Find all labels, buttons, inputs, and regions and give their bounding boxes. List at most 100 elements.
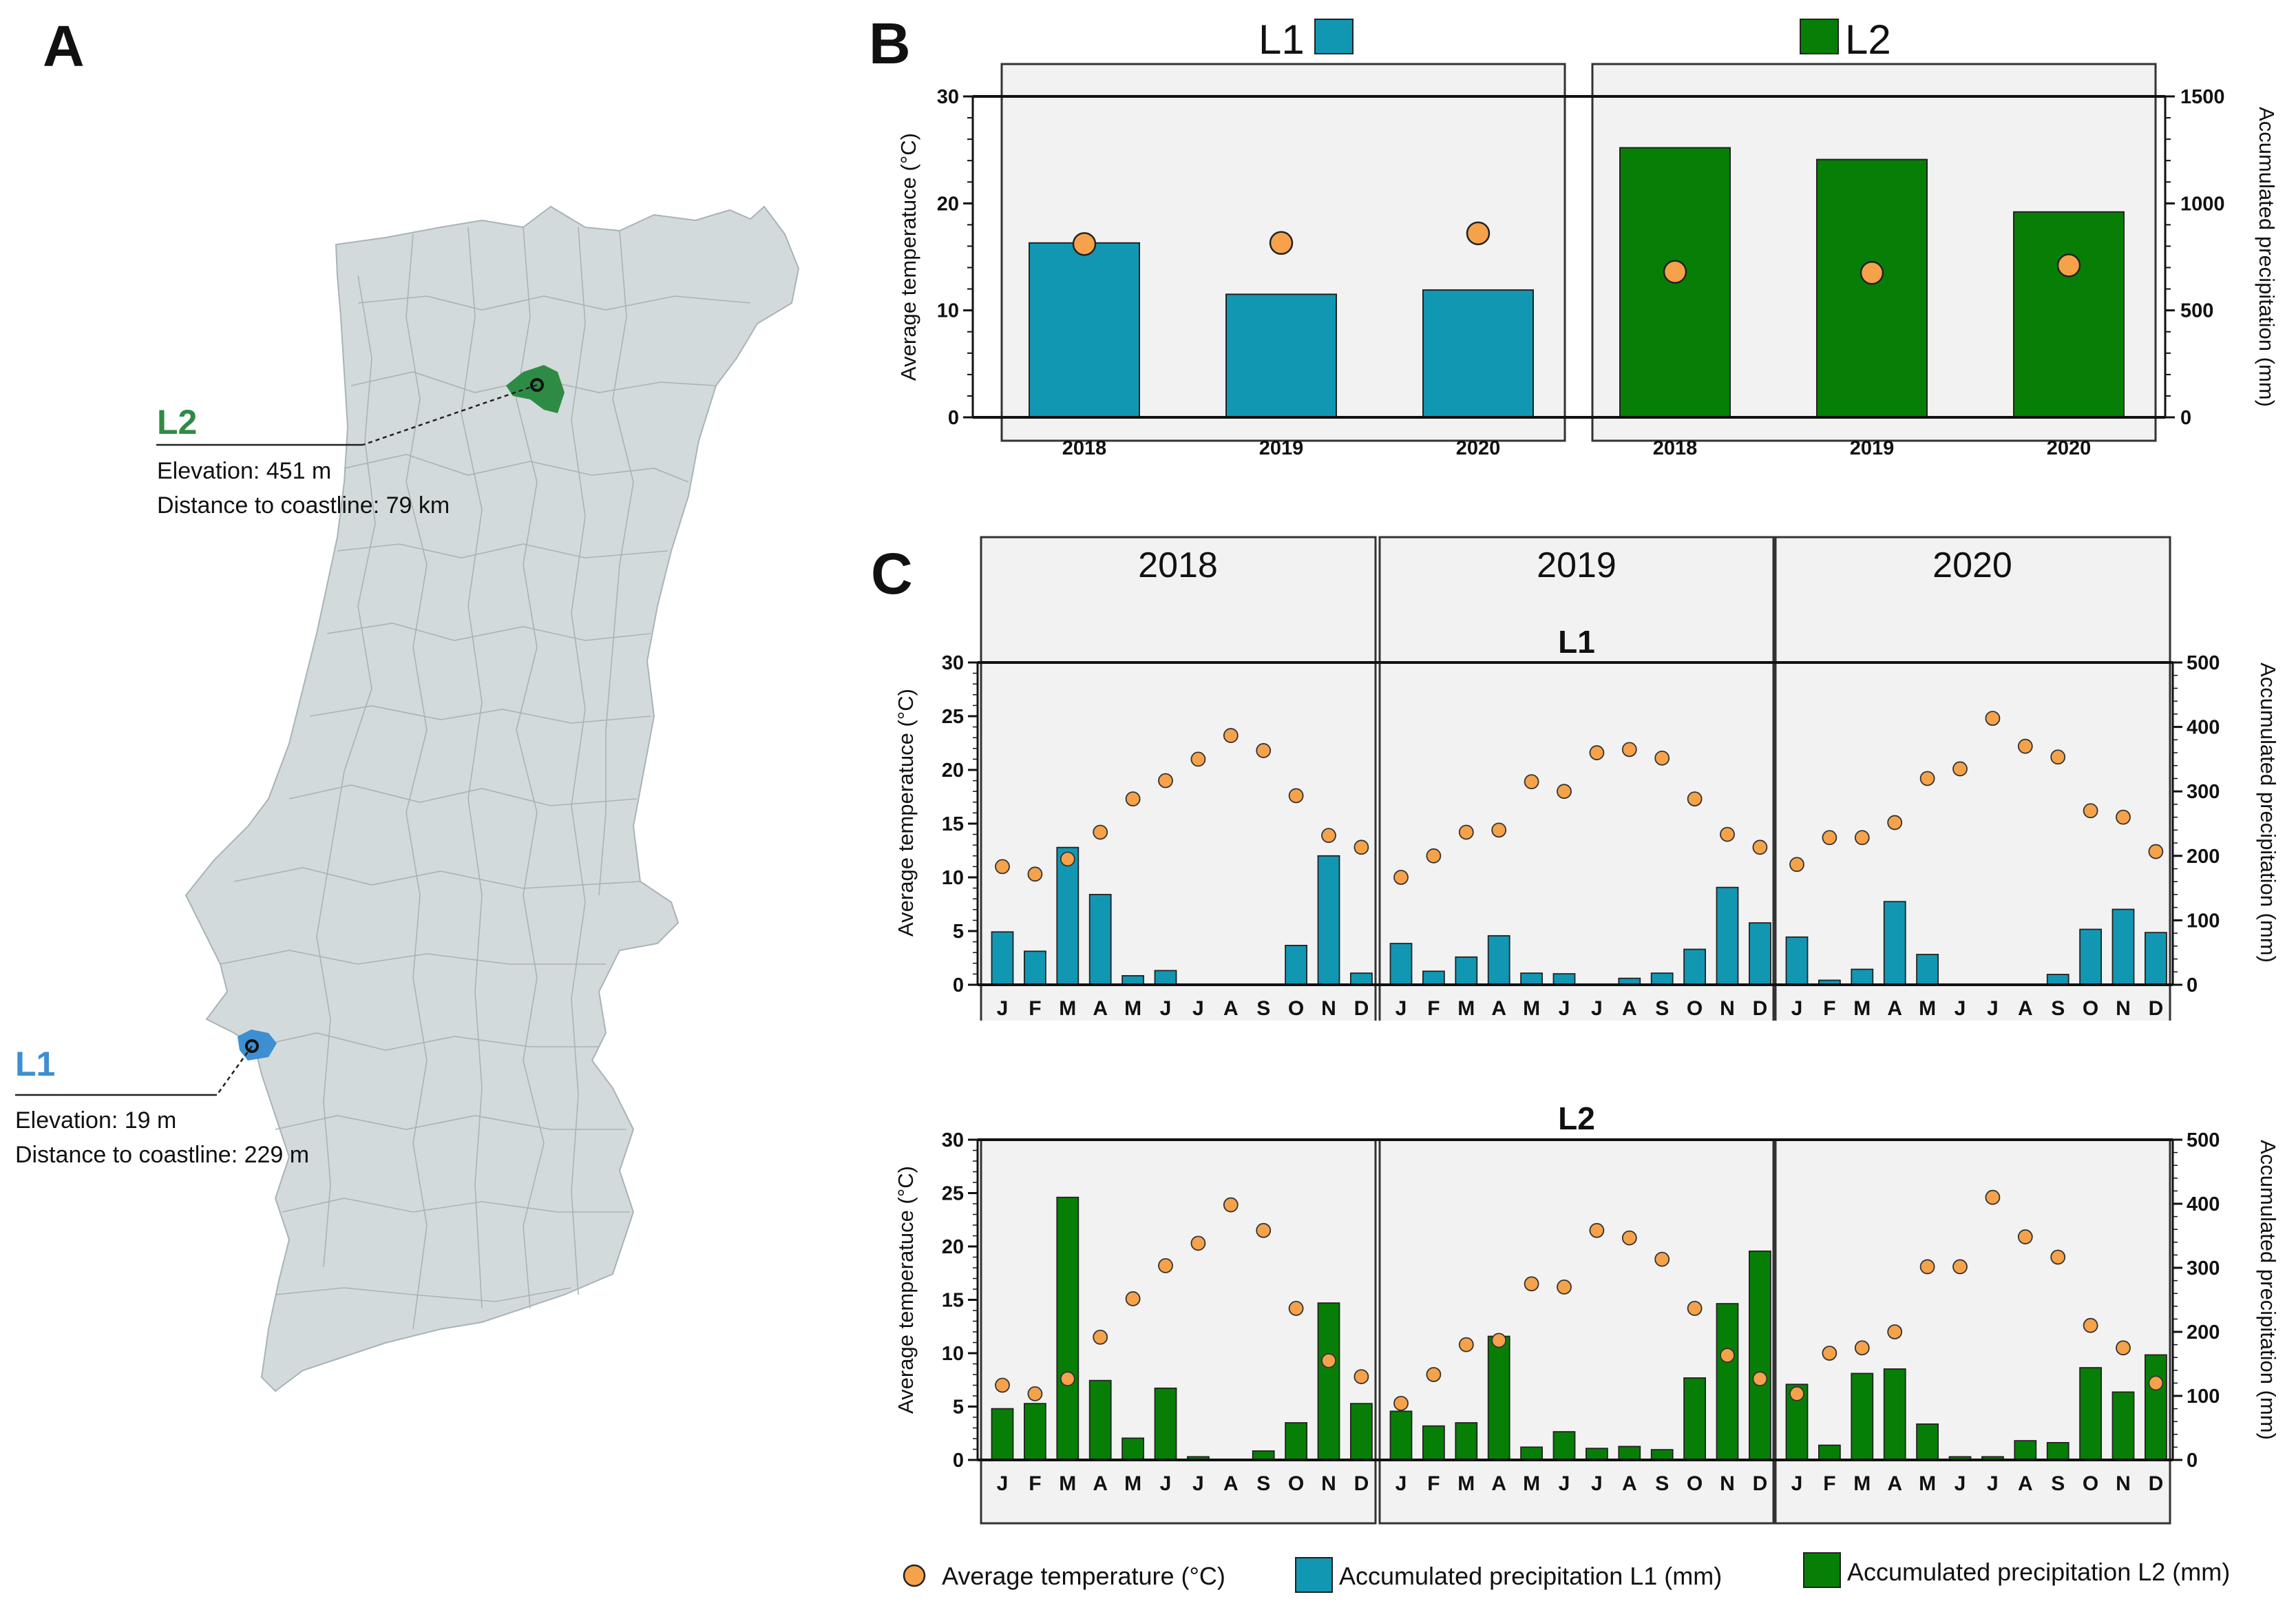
bar-l1-2018-m4 [1088,894,1112,985]
month-label-l1-2018-m5: M [1124,997,1141,1020]
month-label-l1-2019-m2: F [1427,997,1440,1020]
temp-point-l2-2019 [1860,261,1884,285]
month-label-l1-2018-m9: S [1256,997,1270,1020]
l2-map-label: L2 [157,403,197,441]
month-label-l1-2019-m8: A [1622,997,1637,1020]
bar-l1-2018-m1 [991,931,1014,985]
temp-point-l1-2018-m1 [995,859,1010,875]
bar-l1-2019-m1 [1389,943,1413,985]
bar-l2-2019-m7 [1585,1448,1608,1461]
month-label-l2-2018-m7: J [1192,1472,1204,1495]
temp-point-l1-2020-m11 [2116,809,2131,825]
bar-l2-2019-m9 [1650,1449,1674,1461]
panel-b-l1-swatch [1314,19,1354,54]
c-l2-left-tick-label-5: 5 [953,1397,964,1419]
temp-point-l2-2019-m6 [1557,1280,1572,1295]
month-label-l1-2018-m11: N [1321,997,1336,1020]
temp-point-l1-2020-m1 [1789,857,1804,873]
bar-l2-2019-m3 [1455,1422,1478,1461]
month-label-l2-2019-m11: N [1720,1472,1735,1495]
month-label-l2-2018-m3: M [1059,1472,1076,1495]
bar-l2-2018-m11 [1317,1302,1340,1461]
temp-point-l2-2018-m7 [1190,1235,1206,1251]
temp-point-l1-2020-m4 [1887,815,1903,831]
month-label-l2-2020-m12: D [2149,1472,2164,1495]
l1-distance: Distance to coastline: 229 m [15,1142,309,1168]
bar-l1-2018-m11 [1317,855,1340,985]
legend-l2-label: Accumulated precipitation L2 (mm) [1847,1558,2230,1586]
temp-point-l2-2018-m8 [1223,1197,1239,1213]
panel-b-ylabel-left: Average temperatuce (°C) [896,133,920,381]
bar-l2-2019-m12 [1748,1250,1771,1461]
temp-point-l1-2019-m3 [1458,824,1474,840]
month-label-l2-2020-m6: J [1955,1472,1966,1495]
month-label-l1-2020-m4: A [1887,997,1902,1020]
bar-l2-2018-m6 [1154,1387,1177,1461]
month-label-l2-2018-m10: O [1288,1472,1304,1495]
temp-point-l2-2020-m5 [1919,1259,1935,1275]
panel-label-c: C [871,541,913,606]
c-l2-left-tick-label-25: 25 [942,1183,964,1205]
x-tick-l2-2019: 2019 [1850,437,1895,459]
c-l1-right-tick-label-500: 500 [2187,652,2220,674]
month-label-l1-2020-m9: S [2051,997,2065,1020]
b-right-tick-label-500: 500 [2180,300,2213,322]
c-l1-left-tick-label-25: 25 [942,706,964,728]
bar-l2-2018-m2 [1024,1403,1046,1461]
temp-point-l2-2018-m12 [1354,1369,1369,1384]
temp-point-l1-2019-m6 [1557,784,1572,800]
temp-point-l2-2020-m3 [1854,1340,1870,1356]
temp-point-l2-2018-m2 [1027,1386,1043,1401]
month-label-l1-2018-m8: A [1223,997,1239,1020]
bar-l1-2020-m1 [1785,936,1809,985]
bar-l1-2019-m11 [1716,886,1739,985]
b-left-tick-label-0: 0 [948,407,959,429]
temp-point-l1-2018-m5 [1125,791,1141,807]
bar-l1-2018-m6 [1154,970,1177,985]
bar-l2-2020-m3 [1851,1372,1874,1461]
bar-l1-2020-m3 [1851,968,1874,985]
bar-l2-2020-m2 [1818,1444,1841,1461]
month-label-l2-2020-m11: N [2116,1472,2131,1495]
temp-point-l2-2020-m8 [2017,1229,2033,1244]
temp-point-l2-2018-m3 [1060,1371,1075,1387]
x-tick-l2-2020: 2020 [2047,437,2092,459]
temp-point-l2-2020-m7 [1985,1189,2001,1205]
month-label-l2-2020-m5: M [1919,1472,1936,1495]
panel-b-l1-header: L1 [1258,17,1305,63]
temp-point-l2-2020-m4 [1887,1324,1903,1339]
c-l1-left-tick-label-5: 5 [953,921,964,943]
month-label-l2-2018-m8: A [1223,1472,1239,1495]
month-label-l2-2020-m10: O [2083,1472,2098,1495]
c-l1-right-tick-label-400: 400 [2187,717,2220,739]
temp-point-l1-2020-m5 [1919,771,1935,786]
panel-c-year-2019: 2019 [1537,545,1616,585]
bar-l2-2019-m2 [1422,1425,1445,1461]
temp-point-l2-2018-m1 [995,1377,1010,1393]
month-label-l2-2020-m7: J [1987,1472,1999,1495]
month-label-l1-2020-m12: D [2149,997,2164,1020]
month-label-l2-2020-m1: J [1791,1472,1803,1495]
c-l1-right-tick-label-0: 0 [2187,974,2198,996]
month-label-l2-2019-m3: M [1457,1472,1475,1495]
temp-point-l2-2020-m11 [2116,1340,2131,1356]
x-tick-l2-2018: 2018 [1653,437,1698,459]
panel-label-a: A [43,14,85,79]
bar-l2-2018-m1 [991,1408,1014,1461]
c-l1-left-tick-label-15: 15 [942,813,964,835]
month-label-l2-2019-m12: D [1753,1472,1768,1495]
month-label-l2-2019-m7: J [1591,1472,1603,1495]
b-left-tick-label-30: 30 [937,86,959,108]
c-l1-left-tick-label-30: 30 [942,652,964,674]
temp-point-l1-2020-m9 [2050,749,2066,765]
temp-point-l1-2018-m12 [1354,839,1369,855]
l1-marker [245,1039,259,1053]
temp-point-l2-2019-m2 [1426,1367,1442,1382]
temp-point-l1-2019-m2 [1426,848,1442,864]
month-label-l2-2019-m6: J [1559,1472,1570,1495]
c-l2-left-tick-label-20: 20 [942,1236,964,1258]
month-label-l1-2019-m6: J [1559,997,1570,1020]
l2-distance: Distance to coastline: 79 km [157,492,450,519]
bar-l1-2019-m6 [1552,973,1576,985]
